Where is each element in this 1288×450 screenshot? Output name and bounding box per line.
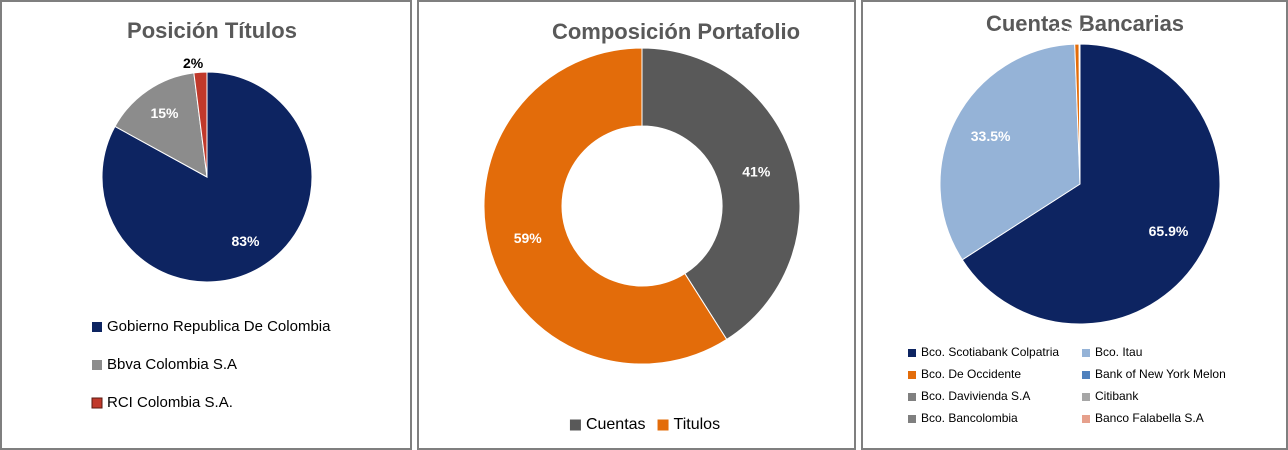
slice	[961, 43, 1221, 325]
legend-swatch	[1082, 371, 1090, 379]
legend-swatch	[908, 393, 916, 401]
slice	[641, 47, 801, 341]
legend-swatch	[657, 419, 669, 431]
chart-title: Composición Portafolio	[552, 19, 800, 44]
data-label: 33.5%	[971, 128, 1011, 144]
data-label: 83%	[231, 233, 260, 249]
legend-label: Bbva Colombia S.A	[107, 356, 237, 373]
legend-swatch	[569, 419, 581, 431]
legend-swatch	[92, 360, 102, 370]
legend-label: Bco. Scotiabank Colpatria	[921, 345, 1059, 359]
legend-swatch	[1082, 393, 1090, 401]
slice	[939, 43, 1081, 261]
legend-label: Bank of New York Melon	[1095, 367, 1226, 381]
data-label: 59%	[514, 230, 543, 246]
legend-swatch	[908, 349, 916, 357]
slice	[1078, 43, 1081, 185]
slice	[193, 71, 208, 178]
legend-swatch	[908, 415, 916, 423]
legend-swatch	[1082, 349, 1090, 357]
legend-label: Bco. Itau	[1095, 345, 1142, 359]
legend-label: Gobierno Republica De Colombia	[107, 318, 331, 335]
data-label: 0.1%	[1054, 24, 1086, 40]
legend-swatch	[91, 397, 103, 409]
data-label: 15%	[150, 105, 179, 121]
slice	[483, 47, 728, 365]
data-label: 2%	[183, 55, 204, 71]
legend-label: Cuentas	[586, 416, 646, 433]
legend-label: Bco. Bancolombia	[921, 411, 1018, 425]
legend-label: Banco Falabella S.A	[1095, 411, 1204, 425]
chart-title: Cuentas Bancarias	[986, 11, 1184, 36]
legend-swatch	[92, 322, 102, 332]
data-label: 65.9%	[1149, 223, 1189, 239]
slice	[114, 72, 208, 178]
legend-label: Bco. De Occidente	[921, 367, 1021, 381]
legend-label: Bco. Davivienda S.A	[921, 389, 1030, 403]
data-label: 41%	[742, 164, 771, 180]
legend-label: Titulos	[674, 416, 721, 433]
legend-swatch	[908, 371, 916, 379]
legend-swatch	[1082, 415, 1090, 423]
chart-title: Posición Títulos	[127, 18, 297, 43]
legend-label: RCI Colombia S.A.	[107, 394, 233, 411]
legend-label: Citibank	[1095, 389, 1139, 403]
